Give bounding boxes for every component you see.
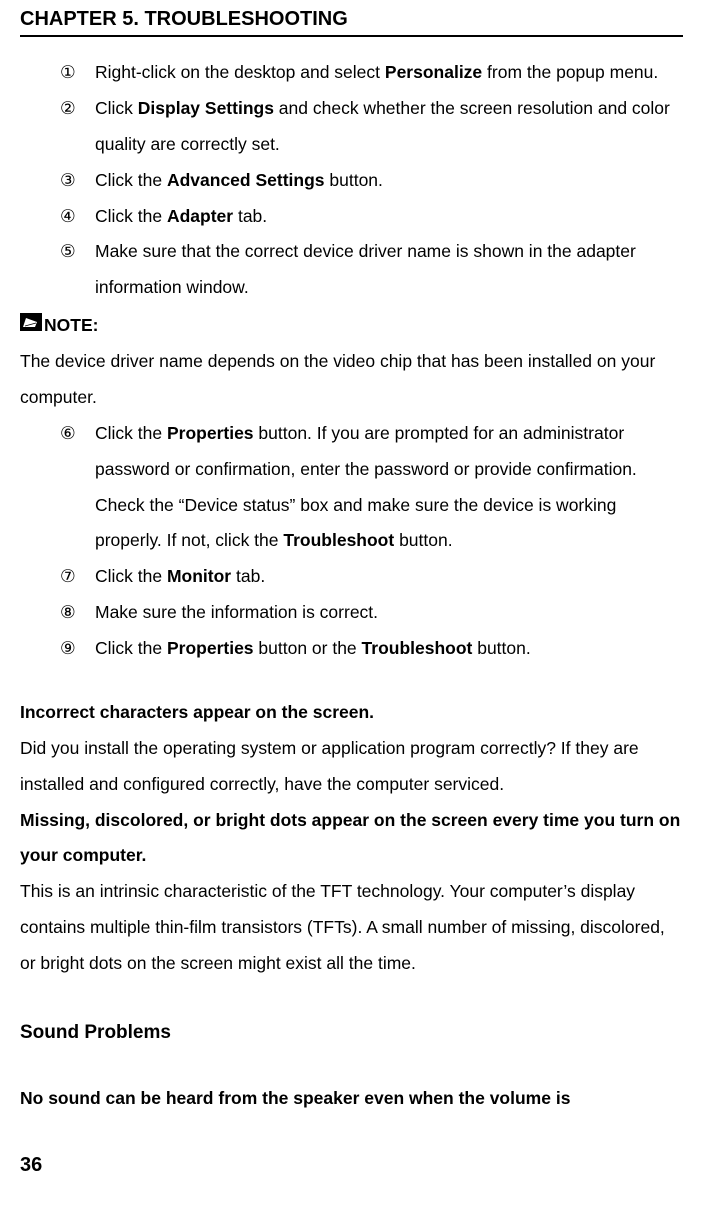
text: button.: [325, 170, 383, 190]
text: Make sure that the correct device driver…: [95, 241, 636, 297]
step-text: Make sure the information is correct.: [95, 595, 683, 631]
step-marker: ①: [60, 55, 95, 91]
note: NOTE:: [20, 308, 683, 344]
text: tab.: [233, 206, 267, 226]
step-marker: ⑧: [60, 595, 95, 631]
step-text: Click the Monitor tab.: [95, 559, 683, 595]
section-heading-sound: Sound Problems: [20, 1014, 683, 1053]
chapter-header: CHAPTER 5. TROUBLESHOOTING: [20, 0, 683, 37]
issue-body-incorrect-chars: Did you install the operating system or …: [20, 731, 683, 803]
text: Click the: [95, 206, 167, 226]
step-marker: ⑦: [60, 559, 95, 595]
step-marker: ④: [60, 199, 95, 235]
content-body: ① Right-click on the desktop and select …: [20, 55, 683, 1186]
text: Make sure the information is correct.: [95, 602, 378, 622]
bold: Adapter: [167, 206, 233, 226]
text: Click: [95, 98, 138, 118]
bold: Monitor: [167, 566, 231, 586]
step-text: Click the Properties button. If you are …: [95, 416, 683, 560]
step-8: ⑧ Make sure the information is correct.: [20, 595, 683, 631]
bold: Personalize: [385, 62, 482, 82]
text: Click the: [95, 423, 167, 443]
step-text: Make sure that the correct device driver…: [95, 234, 683, 306]
text: Click the: [95, 566, 167, 586]
note-icon: [20, 313, 42, 331]
bold: Properties: [167, 423, 254, 443]
issue-title-incorrect-chars: Incorrect characters appear on the scree…: [20, 695, 683, 731]
bold: Troubleshoot: [283, 530, 394, 550]
step-9: ⑨ Click the Properties button or the Tro…: [20, 631, 683, 667]
step-2: ② Click Display Settings and check wheth…: [20, 91, 683, 163]
note-label: NOTE:: [44, 308, 98, 344]
issue-body-dots: This is an intrinsic characteristic of t…: [20, 874, 683, 982]
step-3: ③ Click the Advanced Settings button.: [20, 163, 683, 199]
step-4: ④ Click the Adapter tab.: [20, 199, 683, 235]
bold: Advanced Settings: [167, 170, 325, 190]
text: Right-click on the desktop and select: [95, 62, 385, 82]
step-text: Click the Properties button or the Troub…: [95, 631, 683, 667]
bold: Display Settings: [138, 98, 274, 118]
text: Click the: [95, 638, 167, 658]
step-marker: ⑨: [60, 631, 95, 667]
issue-title-no-sound: No sound can be heard from the speaker e…: [20, 1081, 683, 1117]
text: button.: [472, 638, 530, 658]
step-1: ① Right-click on the desktop and select …: [20, 55, 683, 91]
chapter-title: CHAPTER 5. TROUBLESHOOTING: [20, 8, 683, 31]
text: tab.: [231, 566, 265, 586]
step-text: Click the Adapter tab.: [95, 199, 683, 235]
step-text: Click Display Settings and check whether…: [95, 91, 683, 163]
issue-title-dots: Missing, discolored, or bright dots appe…: [20, 803, 683, 875]
step-6: ⑥ Click the Properties button. If you ar…: [20, 416, 683, 560]
step-5: ⑤ Make sure that the correct device driv…: [20, 234, 683, 306]
page: CHAPTER 5. TROUBLESHOOTING ① Right-click…: [0, 0, 703, 1206]
bold: Properties: [167, 638, 254, 658]
text: Click the: [95, 170, 167, 190]
step-marker: ⑤: [60, 234, 95, 306]
step-text: Right-click on the desktop and select Pe…: [95, 55, 683, 91]
step-marker: ②: [60, 91, 95, 163]
step-7: ⑦ Click the Monitor tab.: [20, 559, 683, 595]
step-marker: ⑥: [60, 416, 95, 560]
page-number: 36: [20, 1145, 683, 1186]
text: from the popup menu.: [482, 62, 658, 82]
note-text: The device driver name depends on the vi…: [20, 344, 683, 416]
step-text: Click the Advanced Settings button.: [95, 163, 683, 199]
step-marker: ③: [60, 163, 95, 199]
text: button or the: [254, 638, 362, 658]
bold: Troubleshoot: [362, 638, 473, 658]
text: button.: [394, 530, 452, 550]
